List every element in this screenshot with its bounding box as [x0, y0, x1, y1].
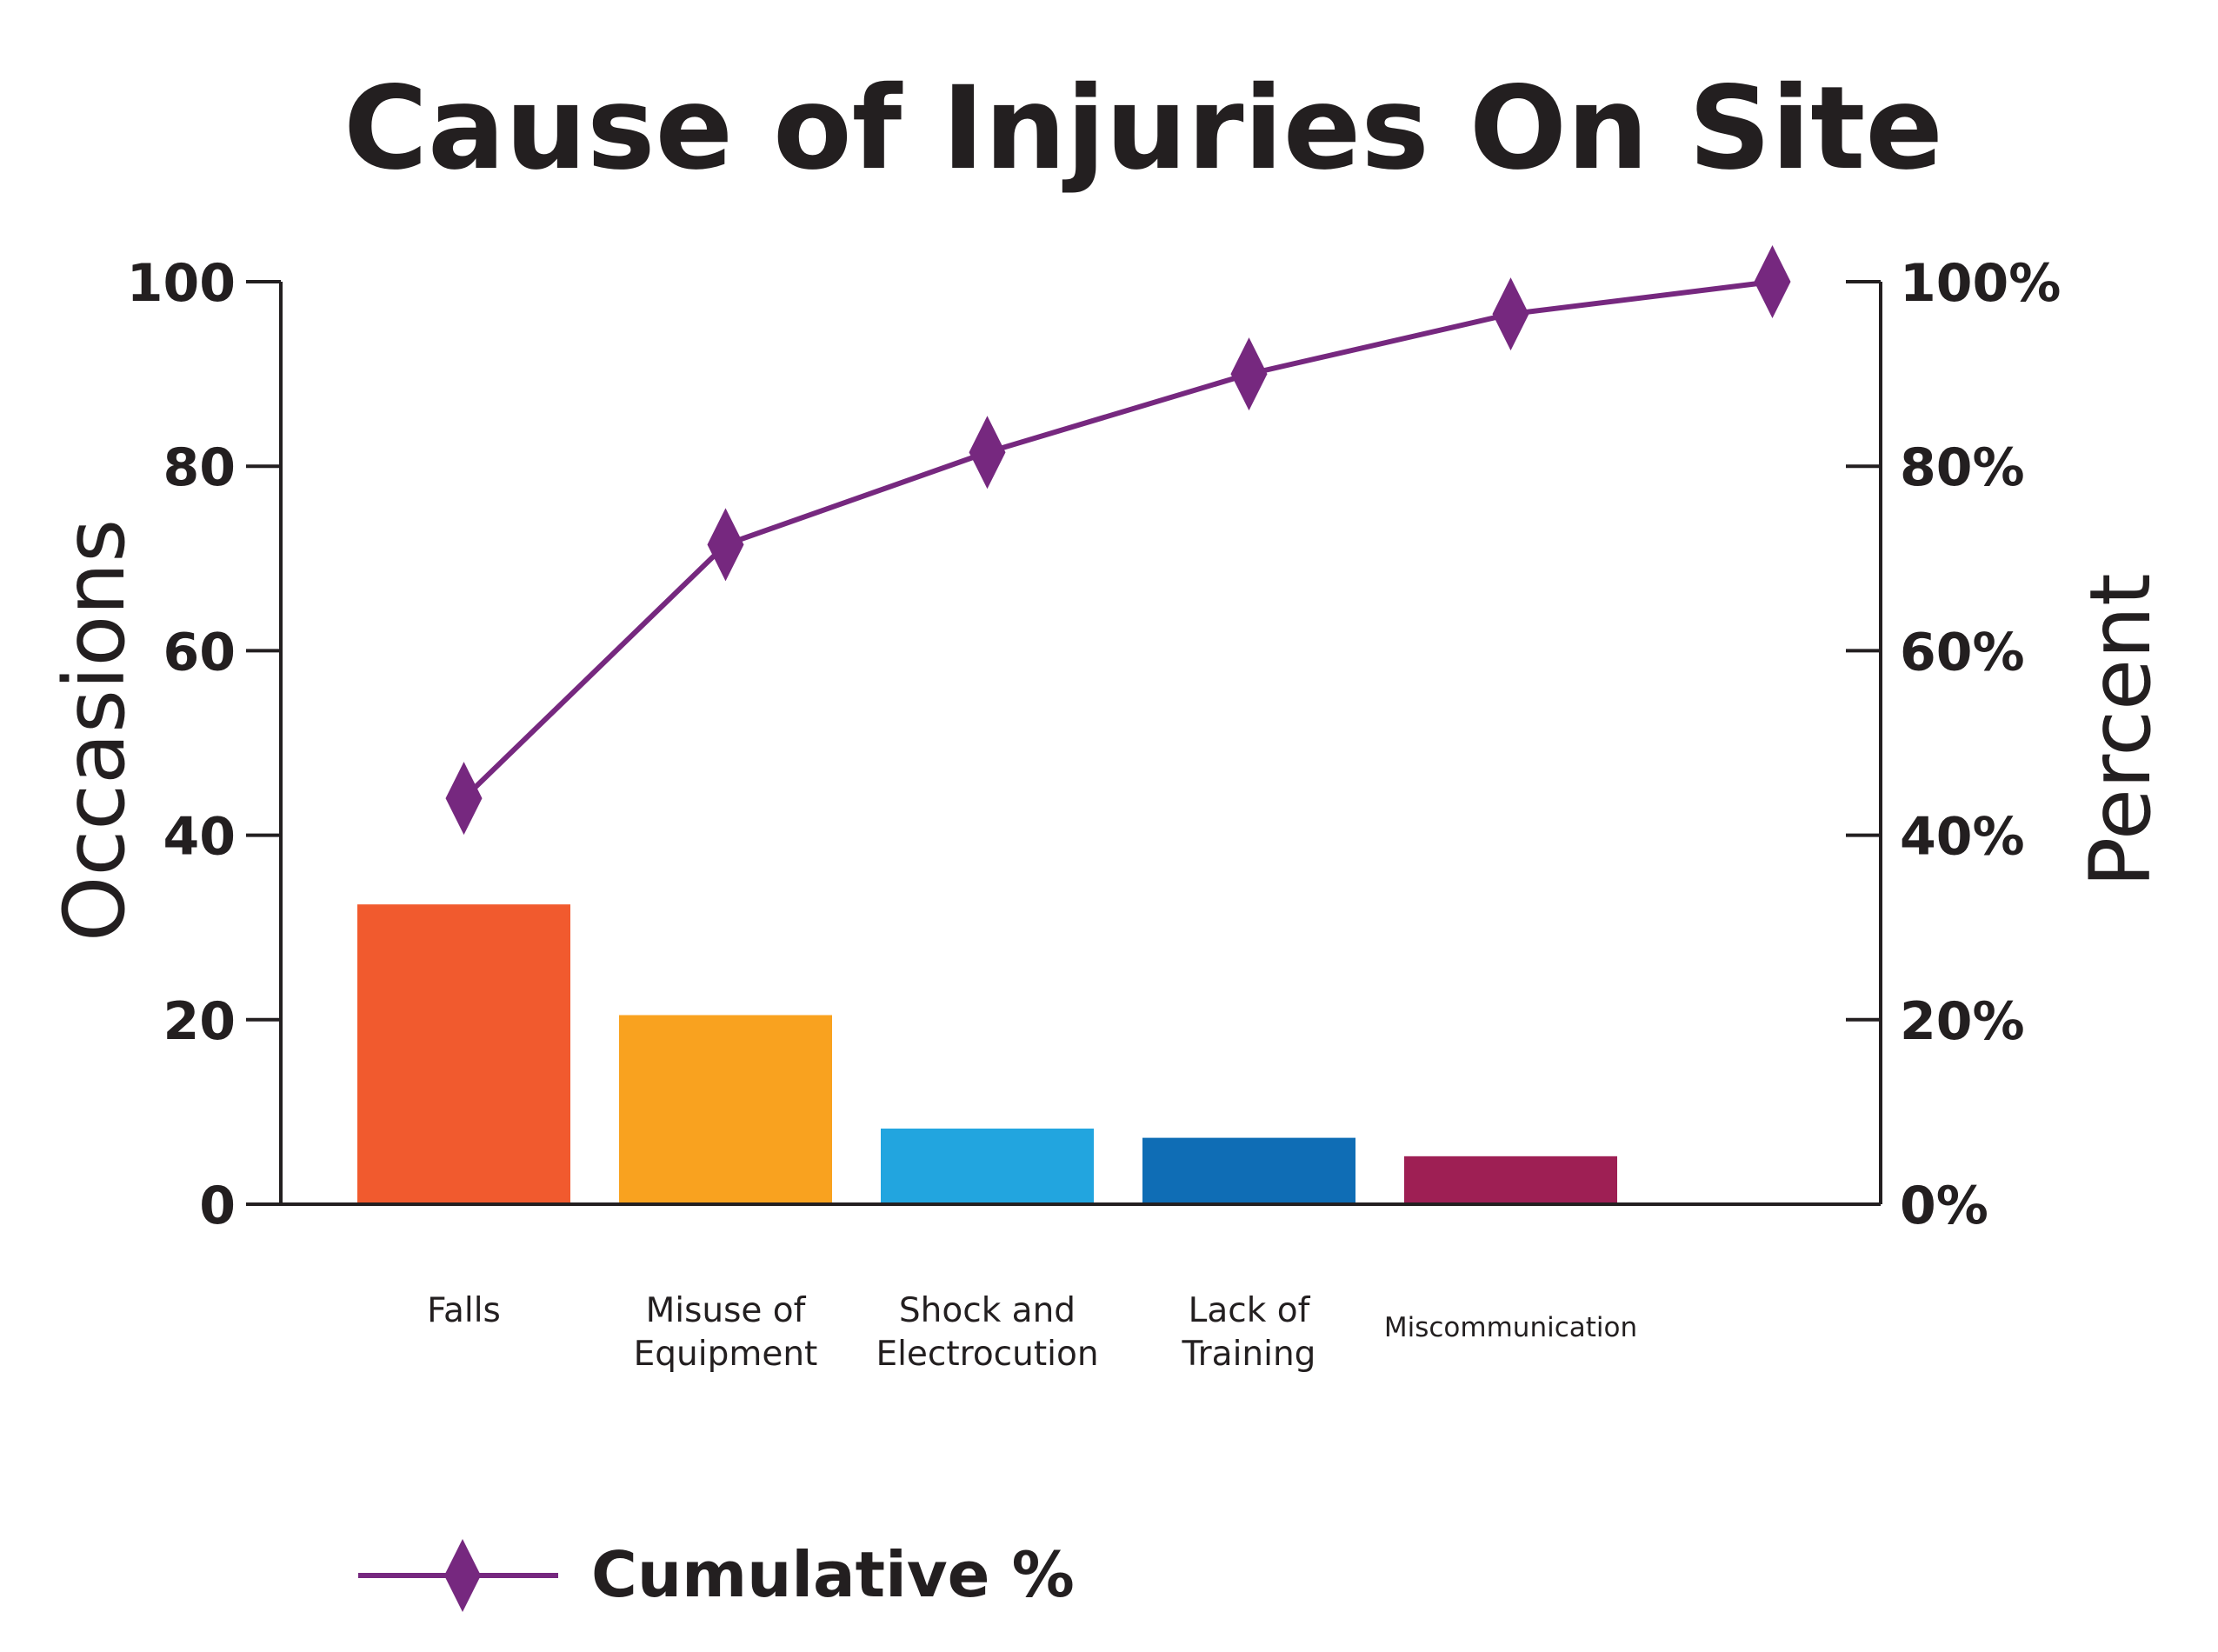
axis-ticks: 0 20 40 60 80 100 0% 20% 40% 60% 80% 100% [127, 253, 2061, 1236]
y2-tick-label-4: 80% [1900, 437, 2025, 498]
y2-tick-label-2: 40% [1900, 807, 2025, 868]
category-label-3: Lack of Training [1182, 1291, 1316, 1374]
bar-4 [1404, 1156, 1617, 1204]
y-tick-label-1: 20 [163, 991, 236, 1052]
category-label-1: Misuse of Equipment [634, 1291, 818, 1374]
category-labels: Falls Misuse of Equipment Shock and Electroc… [427, 1291, 1637, 1374]
y-axis-label: Occasions [46, 519, 143, 942]
cumulative-point-5 [1754, 245, 1791, 318]
bar-3 [1142, 1137, 1355, 1204]
cumulative-point-0 [445, 762, 483, 836]
cumulative-point-4 [1492, 277, 1529, 351]
bar-0 [357, 904, 570, 1204]
legend-diamond-marker [444, 1539, 481, 1612]
cumulative-line [462, 279, 1773, 801]
category-label-2: Shock and Electrocution [876, 1291, 1098, 1374]
bar-1 [619, 1015, 832, 1204]
y-tick-label-4: 80 [163, 437, 236, 498]
y-tick-label-3: 60 [163, 622, 236, 683]
category-label-0: Falls [427, 1291, 501, 1330]
cumulative-line-series [445, 245, 1791, 836]
cumulative-point-2 [969, 416, 1006, 490]
y-tick-label-0: 0 [199, 1176, 236, 1236]
y-tick-label-2: 40 [163, 807, 236, 868]
chart-title: Cause of Injuries On Site [343, 62, 1943, 196]
y2-tick-label-0: 0% [1900, 1176, 1988, 1236]
cumulative-point-1 [707, 508, 744, 582]
y2-tick-label-5: 100% [1900, 253, 2061, 314]
legend: Cumulative % [358, 1538, 1075, 1612]
legend-label: Cumulative % [591, 1538, 1075, 1611]
y2-tick-label-1: 20% [1900, 991, 2025, 1052]
cumulative-point-3 [1230, 337, 1268, 411]
y2-tick-label-3: 60% [1900, 622, 2025, 683]
axes [279, 282, 1882, 1206]
bar-2 [881, 1128, 1094, 1204]
bar-series [357, 904, 1617, 1204]
y2-axis-label: Percent [2072, 573, 2169, 887]
y-tick-label-5: 100 [127, 253, 236, 314]
category-label-4: Miscommunication [1384, 1312, 1637, 1343]
